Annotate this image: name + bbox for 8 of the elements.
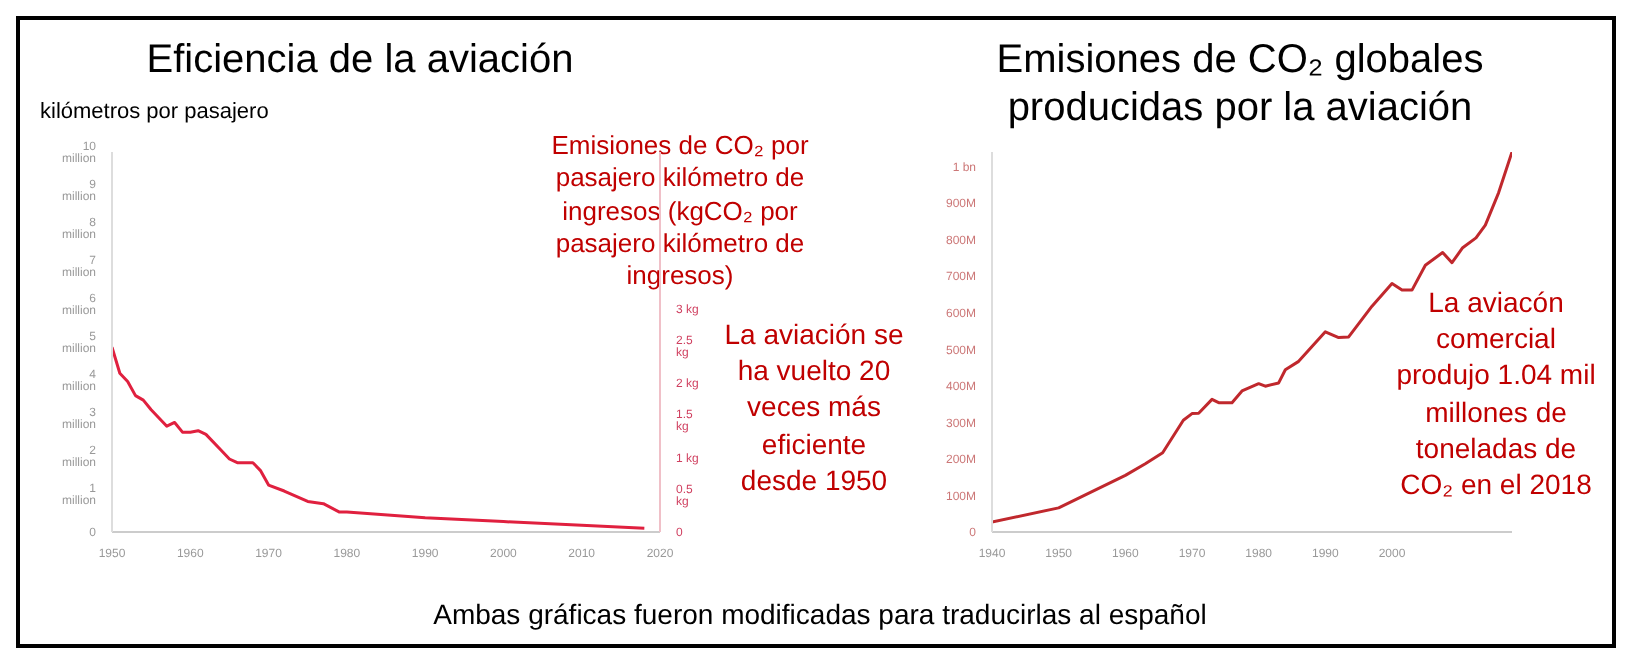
- text: La aviación se ha vuelto 20 veces más eficiente desde 1950: [724, 316, 904, 498]
- annotation: La aviacón comercial produjo 1.04 mil millones de toneladas de CO₂ en el 2018: [1396, 284, 1596, 503]
- y-axis-title: kilómetros por pasajero: [40, 100, 269, 124]
- chart-title: Emisiones de CO₂ globales producidas por la aviación: [994, 36, 1486, 132]
- text: Ambas gráficas fueron modificadas para traducirlas al español: [431, 596, 1209, 633]
- y2-axis-title: Emisiones de CO₂ por pasajero kilómetro de ingresos (kgCO₂ por pasajero kilómetro de ingresos): [549, 130, 811, 293]
- line-series: [112, 345, 646, 530]
- chart-title: Eficiencia de la aviación: [144, 36, 576, 84]
